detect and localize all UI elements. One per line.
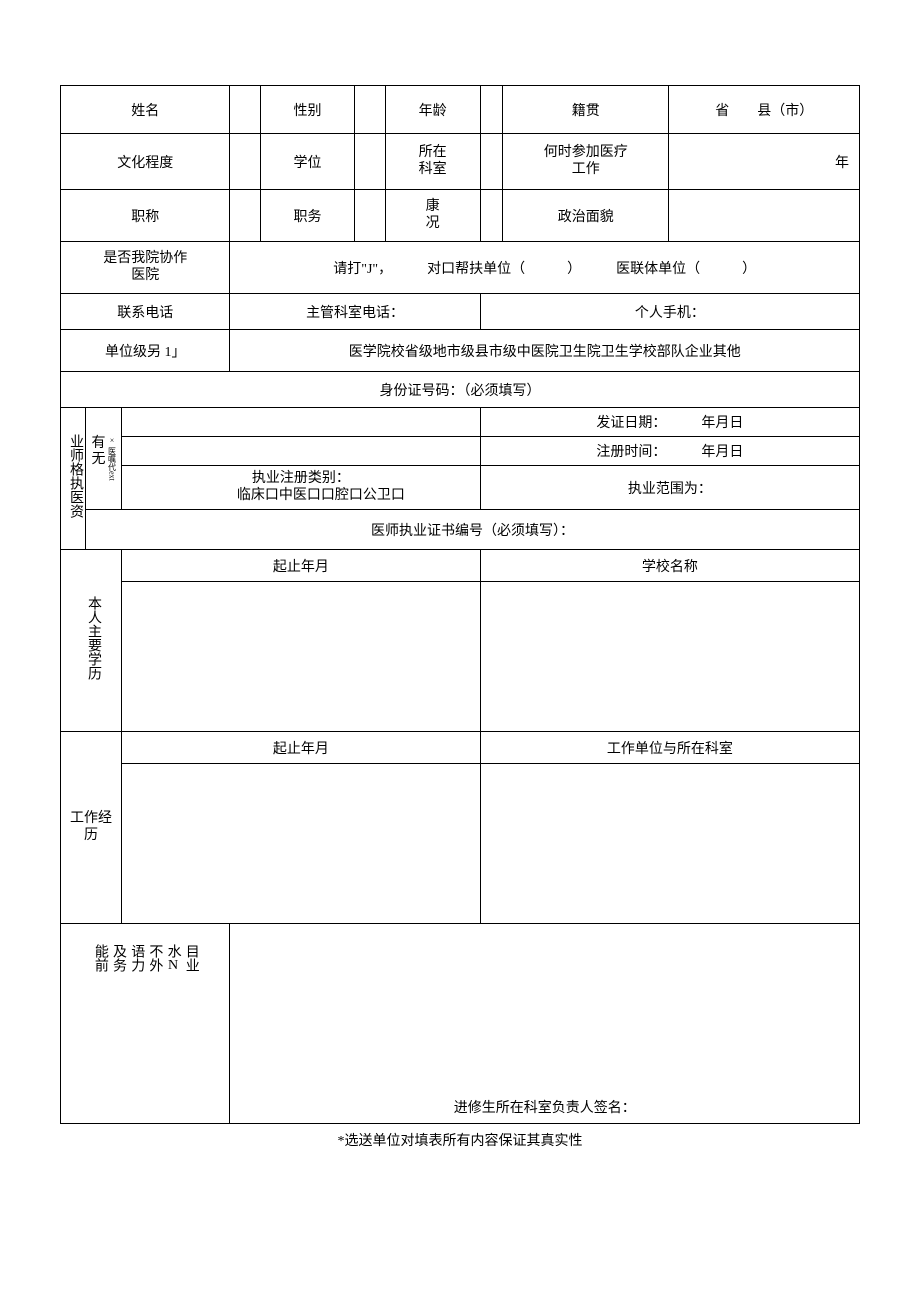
issue-date-field[interactable]: 发证日期： 年月日 [480, 408, 859, 437]
row-ability: 能前 及务 语力 不外 水N 目业 进修生所在科室负责人签名： [61, 924, 860, 1124]
footnote-text: *选送单位对填表所有内容保证其真实性 [60, 1130, 860, 1150]
age-label: 年龄 [385, 86, 480, 134]
work-unit-field[interactable] [480, 764, 859, 924]
row-work-header: 工作经历 起止年月 工作单位与所在科室 [61, 732, 860, 764]
title-label: 职称 [61, 190, 230, 242]
partner-instruction[interactable]: 请打"J"， 对口帮扶单位（ ） 医联体单位（ ） [230, 242, 860, 294]
ability-field[interactable]: 进修生所在科室负责人签名： [230, 924, 860, 1124]
gender-label: 性别 [260, 86, 355, 134]
work-period-header: 起止年月 [122, 732, 481, 764]
application-form-table: 姓名 性别 年龄 籍贯 省 县（市） 文化程度 学位 所在科室 何时参加医疗工作… [60, 85, 860, 1124]
unit-level-options[interactable]: 医学院校省级地市级县市级中医院卫生院卫生学校部队企业其他 [230, 330, 860, 372]
title-field[interactable] [230, 190, 260, 242]
row-id-number: 身份证号码：（必须填写） [61, 372, 860, 408]
row-partner: 是否我院协作医院 请打"J"， 对口帮扶单位（ ） 医联体单位（ ） [61, 242, 860, 294]
dept-label: 所在科室 [385, 134, 480, 190]
row-qualification-3: 执业注册类别： 临床口中医口口腔口公卫口 执业范围为： [61, 466, 860, 510]
name-label: 姓名 [61, 86, 230, 134]
reg-time-field[interactable]: 注册时间： 年月日 [480, 437, 859, 466]
political-label: 政治面貌 [503, 190, 669, 242]
edu-school-field[interactable] [480, 582, 859, 732]
id-number-field[interactable]: 身份证号码：（必须填写） [61, 372, 860, 408]
education-section-label: 本人主要学历 [61, 550, 122, 732]
edu-level-field[interactable] [230, 134, 260, 190]
row-title: 职称 职务 康况 政治面貌 [61, 190, 860, 242]
gender-field[interactable] [355, 86, 385, 134]
position-field[interactable] [355, 190, 385, 242]
row-edu-body [61, 582, 860, 732]
row-education: 文化程度 学位 所在科室 何时参加医疗工作 年 [61, 134, 860, 190]
edu-level-label: 文化程度 [61, 134, 230, 190]
row-work-body [61, 764, 860, 924]
political-field[interactable] [669, 190, 860, 242]
tiny-mark-icon: × 医嘱代ext [108, 436, 116, 481]
work-period-field[interactable] [122, 764, 481, 924]
work-section-label: 工作经历 [61, 732, 122, 924]
row-qualification-2: 注册时间： 年月日 [61, 437, 860, 466]
row-qualification-1: 业师格执医资 有无 × 医嘱代ext 发证日期： 年月日 [61, 408, 860, 437]
row-unit-level: 单位级另 1」 医学院校省级地市级县市级中医院卫生院卫生学校部队企业其他 [61, 330, 860, 372]
join-med-field[interactable]: 年 [669, 134, 860, 190]
ability-section-label: 能前 及务 语力 不外 水N 目业 [61, 924, 230, 1124]
join-med-label: 何时参加医疗工作 [503, 134, 669, 190]
qual-blank-1[interactable] [122, 408, 481, 437]
degree-label: 学位 [260, 134, 355, 190]
age-field[interactable] [480, 86, 502, 134]
has-no-cell: 有无 × 医嘱代ext [86, 408, 122, 510]
row-name: 姓名 性别 年龄 籍贯 省 县（市） [61, 86, 860, 134]
contact-label: 联系电话 [61, 294, 230, 330]
unit-level-label: 单位级另 1」 [61, 330, 230, 372]
native-label: 籍贯 [503, 86, 669, 134]
health-field[interactable] [480, 190, 502, 242]
position-label: 职务 [260, 190, 355, 242]
native-field[interactable]: 省 县（市） [669, 86, 860, 134]
name-field[interactable] [230, 86, 260, 134]
work-unit-header: 工作单位与所在科室 [480, 732, 859, 764]
qualification-section-label: 业师格执医资 [61, 408, 86, 550]
edu-period-header: 起止年月 [122, 550, 481, 582]
edu-period-field[interactable] [122, 582, 481, 732]
dept-field[interactable] [480, 134, 502, 190]
office-phone-field[interactable]: 主管科室电话： [230, 294, 480, 330]
personal-phone-field[interactable]: 个人手机： [480, 294, 859, 330]
scope-field[interactable]: 执业范围为： [480, 466, 859, 510]
qual-blank-2[interactable] [122, 437, 481, 466]
degree-field[interactable] [355, 134, 385, 190]
edu-school-header: 学校名称 [480, 550, 859, 582]
row-edu-header: 本人主要学历 起止年月 学校名称 [61, 550, 860, 582]
cert-number-field[interactable]: 医师执业证书编号（必须填写）： [86, 510, 860, 550]
row-contact: 联系电话 主管科室电话： 个人手机： [61, 294, 860, 330]
reg-type-field[interactable]: 执业注册类别： 临床口中医口口腔口公卫口 [122, 466, 481, 510]
partner-label: 是否我院协作医院 [61, 242, 230, 294]
row-qualification-4: 医师执业证书编号（必须填写）： [61, 510, 860, 550]
health-label: 康况 [385, 190, 480, 242]
